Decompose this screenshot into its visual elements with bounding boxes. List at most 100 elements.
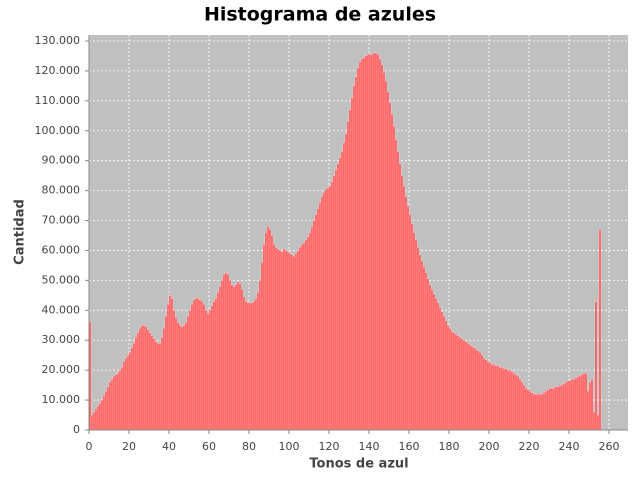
bar — [162, 328, 166, 431]
bars — [88, 52, 602, 431]
bar — [310, 226, 314, 431]
bar — [432, 293, 436, 431]
bar — [220, 280, 224, 431]
bar — [118, 370, 122, 431]
bar — [518, 379, 522, 431]
bar — [190, 304, 194, 431]
bar — [516, 376, 520, 431]
bar — [170, 298, 174, 431]
y-tick-label: 0 — [73, 423, 80, 436]
bar — [122, 361, 126, 431]
bar — [362, 57, 366, 431]
y-tick-label: 70.000 — [42, 214, 81, 227]
bar — [160, 337, 164, 431]
bar — [522, 384, 526, 431]
bar — [356, 67, 360, 431]
bar — [574, 377, 578, 431]
bar — [452, 332, 456, 431]
bar — [126, 355, 130, 431]
bar — [286, 251, 290, 431]
bar — [592, 411, 596, 431]
bar — [274, 247, 278, 431]
x-tick-label: 140 — [359, 440, 380, 453]
bar — [404, 196, 408, 431]
bar — [478, 352, 482, 431]
bar — [182, 325, 186, 431]
bar — [552, 387, 556, 431]
bar — [138, 328, 142, 431]
bar — [378, 58, 382, 431]
bar — [106, 386, 110, 431]
y-tick-label: 90.000 — [42, 154, 81, 167]
bar — [386, 91, 390, 431]
bar — [238, 283, 242, 431]
bar — [136, 332, 140, 431]
bar — [482, 358, 486, 431]
bar — [548, 387, 552, 431]
bar — [98, 402, 102, 431]
bar — [280, 251, 284, 431]
bar — [508, 370, 512, 431]
bar — [598, 229, 602, 431]
bar — [502, 368, 506, 431]
bar — [536, 393, 540, 431]
bar — [388, 102, 392, 431]
bar — [112, 376, 116, 431]
x-tick-label: 0 — [86, 440, 93, 453]
bar — [242, 296, 246, 431]
bar — [494, 365, 498, 431]
bar — [394, 139, 398, 431]
y-tick-label: 40.000 — [42, 303, 81, 316]
bar — [302, 242, 306, 431]
x-tick-label: 180 — [439, 440, 460, 453]
bar — [150, 335, 154, 431]
bar — [546, 389, 550, 431]
bar — [250, 302, 254, 431]
bar — [382, 72, 386, 431]
bar — [262, 244, 266, 431]
bar — [158, 343, 162, 431]
bar — [414, 239, 418, 431]
bar — [372, 52, 376, 431]
bar — [264, 232, 268, 431]
bar — [186, 316, 190, 431]
bar — [532, 393, 536, 431]
bar — [218, 286, 222, 431]
bar — [530, 392, 534, 431]
bar — [328, 185, 332, 431]
bar — [558, 384, 562, 431]
bar — [206, 313, 210, 431]
bar — [412, 232, 416, 431]
bar — [212, 301, 216, 431]
bar — [380, 64, 384, 431]
bar — [486, 361, 490, 431]
bar — [498, 367, 502, 431]
bar — [566, 380, 570, 431]
bar — [512, 373, 516, 431]
bar — [418, 254, 422, 431]
bar — [166, 304, 170, 431]
y-tick-label: 50.000 — [42, 273, 81, 286]
bar — [246, 302, 250, 431]
bar — [456, 335, 460, 431]
bar — [344, 133, 348, 431]
bar — [594, 301, 598, 431]
x-tick-label: 200 — [479, 440, 500, 453]
bar — [324, 188, 328, 431]
bar — [288, 253, 292, 431]
bar — [540, 393, 544, 431]
bar — [140, 325, 144, 431]
bar — [148, 332, 152, 431]
bar — [290, 254, 294, 431]
bar — [326, 187, 330, 431]
bar — [320, 196, 324, 431]
bar — [202, 304, 206, 431]
bar — [336, 163, 340, 431]
x-tick-label: 240 — [559, 440, 580, 453]
bar — [538, 393, 542, 431]
bar — [366, 54, 370, 431]
bar — [556, 386, 560, 431]
bar — [468, 344, 472, 431]
bar — [94, 408, 98, 431]
